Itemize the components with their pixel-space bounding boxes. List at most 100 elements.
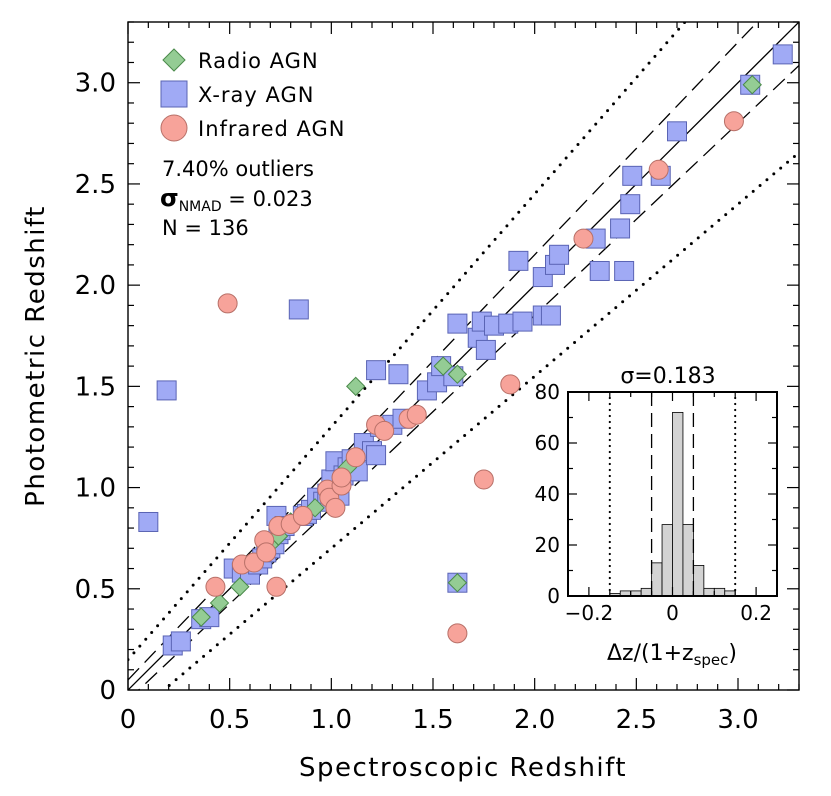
inset-y-tick-label: 80 <box>535 380 560 404</box>
circle-point-24 <box>648 159 669 180</box>
inset-x-tick-label: 0.2 <box>740 601 772 625</box>
diamond-point-8 <box>346 376 366 397</box>
histogram-bar <box>693 565 705 596</box>
inset-x-label-close: ) <box>728 641 737 666</box>
plot-frame <box>127 21 800 691</box>
inset-x-label: Δz/(1+zspec) <box>607 641 737 669</box>
square-point-1 <box>156 380 177 401</box>
legend-label-square: X-ray AGN <box>198 83 315 107</box>
histogram-bar <box>661 524 673 596</box>
square-point-44 <box>447 313 468 334</box>
diamond-point-10 <box>447 364 468 384</box>
y-tick-label: 0 <box>99 676 116 706</box>
y-tick-label: 3.0 <box>75 69 116 99</box>
circle-point-6 <box>266 576 287 597</box>
square-point-59 <box>589 260 610 281</box>
square-point-18 <box>288 299 309 320</box>
circle-point-9 <box>292 505 313 526</box>
y-axis-label: Photometric Redshift <box>21 205 51 507</box>
sigma-symbol: σ <box>160 184 179 212</box>
square-point-35 <box>366 360 387 381</box>
diamond-point-11 <box>447 573 468 593</box>
square-point-57 <box>549 244 570 265</box>
legend: Radio AGN X-ray AGN Infrared AGN <box>160 48 345 142</box>
legend-label-circle: Infrared AGN <box>198 117 345 141</box>
inset-x-tick-label: −0.2 <box>565 601 614 625</box>
circle-point-15 <box>345 447 366 468</box>
reference-lines <box>128 22 799 690</box>
diamond-point-12 <box>742 75 762 95</box>
legend-marker-circle <box>160 114 188 142</box>
square-point-0 <box>138 511 159 532</box>
square-point-61 <box>614 260 635 281</box>
inset-x-tick-label: 0 <box>666 601 679 625</box>
legend-item-circle: Infrared AGN <box>160 114 345 142</box>
outliers-text: 7.40% outliers <box>162 157 314 181</box>
inset-y-tick-label: 0 <box>547 584 560 608</box>
circle-point-17 <box>374 420 395 441</box>
data-points <box>138 44 793 656</box>
n-text: N = 136 <box>162 216 249 240</box>
inset-bars <box>609 411 736 596</box>
square-point-63 <box>622 165 643 186</box>
square-point-38 <box>388 364 409 385</box>
x-tick-label: 2.5 <box>616 705 657 735</box>
y-tick-label: 2.0 <box>75 271 116 301</box>
stats-annotation: 7.40% outliers σNMAD = 0.023 N = 136 <box>160 157 314 240</box>
diamond-point-9 <box>433 356 453 376</box>
histogram-bar <box>672 411 684 596</box>
circle-point-19 <box>406 404 427 425</box>
square-point-51 <box>508 250 529 271</box>
y-tick-label: 1.5 <box>75 372 116 402</box>
sigma-nmad-text: σNMAD = 0.023 <box>160 184 313 215</box>
sigma-subscript: NMAD <box>179 199 222 215</box>
square-point-55 <box>540 305 561 326</box>
dotted-reference-line-3 <box>128 22 687 662</box>
y-tick-label: 2.5 <box>75 170 116 200</box>
inset-title: σ=0.183 <box>620 364 715 389</box>
x-tick-label: 3.0 <box>717 705 758 735</box>
square-point-34 <box>366 445 387 466</box>
sigma-value: = 0.023 <box>222 187 313 211</box>
inset-y-tick-label: 60 <box>535 431 560 455</box>
diamond-point-0 <box>191 607 211 627</box>
circle-point-1 <box>217 293 238 314</box>
circle-point-22 <box>500 374 521 395</box>
inset-y-tick-label: 20 <box>535 533 560 557</box>
diamond-point-1 <box>209 593 230 613</box>
x-tick-label: 2.0 <box>514 705 555 735</box>
histogram-bar <box>713 587 726 596</box>
x-tick-label: 0.5 <box>209 705 250 735</box>
square-point-3 <box>170 631 191 652</box>
x-axis-label: Spectroscopic Redshift <box>299 753 627 783</box>
square-point-60 <box>610 218 631 239</box>
legend-label-diamond: Radio AGN <box>198 49 319 73</box>
circle-point-0 <box>205 576 226 597</box>
main-axes: 0 0.5 1.0 1.5 2.0 2.5 3.0 0 0.5 1.0 1.5 2.0 2.5 3.0 <box>75 21 800 735</box>
square-point-48 <box>475 339 496 360</box>
square-point-52 <box>512 311 533 332</box>
histogram-bar <box>640 587 653 596</box>
histogram-bar <box>682 524 694 596</box>
y-tick-label: 1.0 <box>75 474 116 504</box>
y-tick-label: 0.5 <box>75 575 116 605</box>
circle-point-5 <box>256 542 277 563</box>
inset-x-label-main: Δz/(1+z <box>607 641 694 666</box>
inset-y-tick-label: 40 <box>535 482 560 506</box>
histogram-bar <box>703 587 715 596</box>
circle-point-25 <box>723 111 744 132</box>
circle-point-14 <box>331 467 352 488</box>
x-tick-label: 1.0 <box>311 705 352 735</box>
inset-x-label-sub: spec <box>694 651 729 669</box>
circle-point-23 <box>573 228 594 249</box>
x-tick-label: 0 <box>120 705 137 735</box>
x-tick-label: 1.5 <box>412 705 453 735</box>
circle-point-21 <box>473 469 494 490</box>
square-point-62 <box>620 194 641 215</box>
square-point-65 <box>667 121 687 142</box>
circle-point-12 <box>325 497 346 518</box>
square-point-67 <box>772 44 793 65</box>
